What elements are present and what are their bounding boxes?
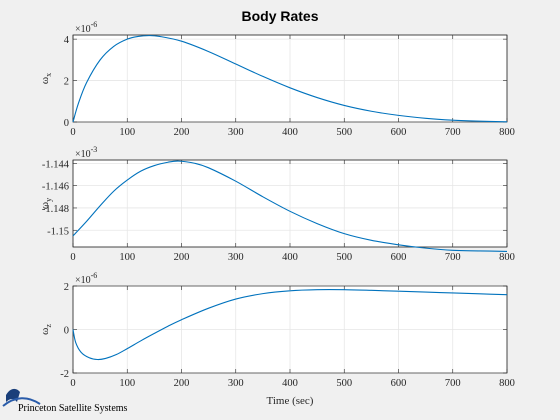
- x-tick-label: 0: [70, 127, 75, 138]
- x-tick-label: 400: [282, 252, 298, 263]
- x-tick-label: 100: [119, 252, 135, 263]
- y-axis-exponent-power: -6: [91, 20, 98, 29]
- y-tick-label: -1.15: [47, 226, 69, 237]
- x-tick-label: 600: [391, 378, 407, 389]
- x-tick-label: 0: [70, 378, 75, 389]
- y-tick-label: -1.144: [42, 159, 70, 170]
- x-tick-label: 500: [336, 252, 352, 263]
- x-tick-label: 700: [445, 378, 461, 389]
- y-tick-label: -2: [60, 369, 69, 380]
- y-axis-label-subscript: y: [44, 198, 53, 202]
- axes-2: 0 100 200 300 400 500 600 700 800 -1.15 -1.148 -1.1…: [39, 145, 515, 263]
- series-line-1: [72, 35, 508, 123]
- y-axis-label: ωx: [39, 73, 53, 84]
- x-axis-label-group: Time (sec): [267, 395, 314, 407]
- series-line-2: [72, 160, 508, 253]
- x-tick-label: 600: [391, 252, 407, 263]
- company-logo: Princeton Satellite Systems: [2, 388, 128, 414]
- y-axis-label-subscript: x: [44, 73, 53, 77]
- y-axis-label: ωz: [39, 324, 53, 335]
- x-tick-label: 100: [119, 378, 135, 389]
- y-tick-label: 0: [64, 326, 69, 337]
- y-axis-exponent-power: -6: [91, 271, 98, 280]
- y-axis-exponent: ×10-3: [75, 145, 97, 160]
- y-axis-label-subscript: z: [44, 324, 53, 328]
- y-axis-exponent: ×10-6: [75, 20, 97, 35]
- series-line-3: [72, 289, 508, 361]
- x-tick-label: 400: [282, 127, 298, 138]
- chart-title: Body Rates: [241, 8, 318, 24]
- x-tick-label: 500: [336, 378, 352, 389]
- y-tick-label: 4: [64, 35, 70, 46]
- x-tick-label: 300: [228, 378, 244, 389]
- y-tick-label: -1.148: [42, 204, 69, 215]
- x-tick-label: 300: [228, 127, 244, 138]
- x-axis-label: Time (sec): [267, 395, 314, 407]
- x-tick-label: 100: [119, 127, 135, 138]
- x-tick-label: 200: [174, 378, 190, 389]
- x-tick-label: 700: [445, 252, 461, 263]
- x-tick-label: 600: [391, 127, 407, 138]
- x-tick-label: 800: [499, 378, 515, 389]
- x-tick-label: 700: [445, 127, 461, 138]
- logo-orbit-icon: [2, 397, 41, 407]
- x-tick-label: 800: [499, 252, 515, 263]
- x-tick-label: 400: [282, 378, 298, 389]
- logo-text: Princeton Satellite Systems: [18, 403, 128, 414]
- y-tick-label: 2: [64, 77, 69, 88]
- y-tick-label: 0: [64, 118, 69, 129]
- y-tick-label: 2: [64, 282, 69, 293]
- y-tick-label: -1.146: [42, 182, 69, 193]
- x-tick-label: 200: [174, 252, 190, 263]
- x-tick-label: 800: [499, 127, 515, 138]
- x-tick-label: 500: [336, 127, 352, 138]
- x-tick-label: 300: [228, 252, 244, 263]
- y-axis-exponent-power: -3: [91, 145, 98, 154]
- axes-3: 0 100 200 300 400 500 600 700 800-202×10-6ωz: [39, 271, 515, 389]
- x-tick-label: 200: [174, 127, 190, 138]
- y-axis-exponent: ×10-6: [75, 271, 97, 286]
- x-tick-label: 0: [70, 252, 75, 263]
- axes-1: 0 100 200 300 400 500 600 700 800 0 2 4 ×10-6 ωx: [39, 20, 515, 138]
- y-axis-label: ωy: [39, 198, 53, 209]
